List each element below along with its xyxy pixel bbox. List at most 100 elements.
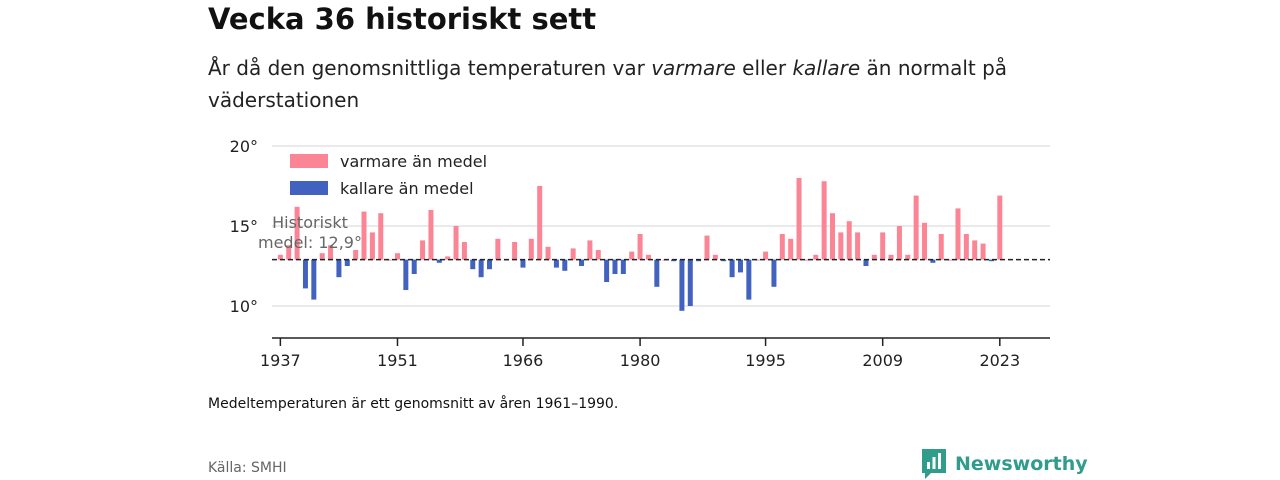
y-tick-label: 20° [230,137,258,156]
bar-2012 [905,254,911,260]
bar-1982 [654,259,660,287]
newsworthy-logo-icon [922,449,946,479]
bar-1995 [763,251,769,260]
bar-2005 [846,221,852,260]
bar-1967 [528,238,534,260]
x-tick-label: 1995 [745,351,786,370]
bar-2009 [880,232,886,260]
bar-1997 [779,234,785,260]
bar-2002 [821,181,827,260]
bar-1957 [445,256,451,260]
bar-2003 [829,213,835,260]
x-tick-label: 1980 [620,351,661,370]
newsworthy-logo[interactable]: Newsworthy [922,449,1088,479]
bar-1973 [579,259,585,266]
page-title: Vecka 36 historiskt sett [208,2,597,36]
bar-1989 [712,254,718,260]
bar-1948 [369,232,375,260]
bar-2021 [980,243,986,260]
subtitle-text-3: än normalt på väderstationen [208,56,1008,112]
bar-1942 [319,253,325,260]
bar-1974 [587,240,593,260]
bar-1991 [729,259,735,278]
bar-2006 [855,232,861,260]
x-tick-label: 2009 [862,351,903,370]
subtitle: År då den genomsnittliga temperaturen va… [208,52,1048,116]
bar-1988 [704,235,710,260]
y-tick-label: 10° [230,297,258,316]
bar-1937 [277,254,283,260]
bar-2017 [947,259,953,261]
bar-1980 [637,234,643,260]
x-tick-label: 1951 [377,351,418,370]
bar-1961 [478,259,484,278]
bar-1947 [361,211,367,260]
bar-1952 [403,259,409,290]
bar-1939 [294,206,300,260]
bar-2010 [888,254,894,260]
bar-1985 [679,259,685,311]
bar-2001 [813,254,819,260]
bar-2015 [930,259,936,263]
bar-1976 [604,259,610,282]
bar-2011 [896,226,902,260]
baseline-label: medel: 12,9° [258,233,362,252]
chart-gridlines [272,145,1050,307]
bar-2020 [972,240,978,260]
legend-swatch [290,154,328,168]
bar-2018 [955,208,961,260]
chart-bars [277,178,1003,311]
bar-1993 [746,259,752,300]
bar-1981 [645,254,651,260]
subtitle-text-2: eller [735,56,793,80]
bar-1996 [771,259,777,287]
subtitle-warm-word: varmare [651,56,736,80]
bar-1955 [428,210,434,260]
chart-note: Medeltemperaturen är ett genomsnitt av å… [208,396,619,412]
bar-1962 [487,259,493,270]
baseline-label: Historiskt [272,213,348,232]
bar-1971 [562,259,568,271]
bar-1972 [570,248,576,260]
subtitle-cold-word: kallare [792,56,861,80]
bar-1992 [737,259,743,273]
bar-1979 [629,251,635,260]
bar-1999 [796,178,802,260]
bar-2000 [804,259,810,261]
x-tick-label: 1937 [260,351,301,370]
bar-1963 [495,238,501,260]
bar-1965 [512,242,518,260]
bar-1958 [453,226,459,260]
bar-1956 [436,259,442,263]
bar-2013 [913,195,919,260]
bar-1987 [696,259,702,262]
subtitle-text-1: År då den genomsnittliga temperaturen va… [208,56,652,80]
bar-1986 [687,259,693,306]
chart-legend: varmare än medel kallare än medel [290,152,487,198]
bar-2004 [838,232,844,260]
bar-1968 [537,186,543,260]
bar-1998 [788,238,794,260]
bar-1950 [386,259,392,261]
source-label: Källa: SMHI [208,460,287,476]
bar-1938 [286,245,292,260]
bar-1945 [344,259,350,266]
bar-1970 [553,259,559,268]
legend-swatch [290,181,328,195]
bar-1953 [411,259,417,274]
bar-1951 [394,253,400,260]
bar-1943 [328,245,334,260]
newsworthy-logo-text: Newsworthy [955,453,1088,475]
bar-1977 [612,259,618,274]
bar-1984 [671,259,677,262]
bar-1978 [620,259,626,274]
bar-2022 [988,259,994,262]
legend-label: varmare än medel [340,152,487,171]
bar-1990 [721,259,727,262]
bar-1944 [336,259,342,278]
bar-2014 [922,222,928,260]
chart-axes: 10° 15° 20° 1937 1951 1966 1980 1995 2009 2023 [230,137,1050,370]
temperature-bar-chart: 10° 15° 20° 1937 1951 1966 1980 1995 2009 2023 va… [230,137,1050,370]
bar-1941 [311,259,317,300]
